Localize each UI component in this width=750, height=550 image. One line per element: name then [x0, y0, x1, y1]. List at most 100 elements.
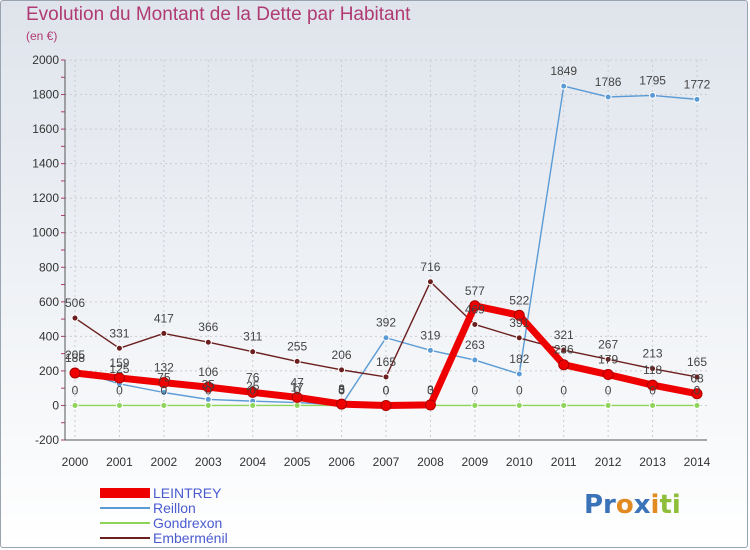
data-point — [649, 365, 657, 373]
legend-item: Emberménil — [100, 530, 340, 546]
data-label: 0 — [472, 383, 479, 397]
data-label: 118 — [643, 363, 662, 377]
data-point — [293, 401, 301, 409]
data-label: 366 — [198, 320, 218, 334]
data-label: 68 — [690, 372, 704, 386]
data-label: 311 — [243, 330, 262, 344]
data-label: 0 — [205, 383, 212, 397]
data-label: 0 — [161, 383, 168, 397]
data-label: 267 — [598, 337, 618, 351]
y-tick-label: 2000 — [32, 53, 59, 67]
data-label: 469 — [465, 302, 485, 316]
chart-subtitle: (en €) — [26, 29, 58, 43]
y-tick-label: 200 — [39, 364, 59, 378]
legend-swatch — [100, 537, 150, 539]
x-tick-label: 2006 — [328, 455, 355, 469]
data-label: 125 — [109, 362, 129, 376]
data-point — [604, 401, 612, 409]
data-point — [380, 399, 392, 411]
data-point — [382, 373, 390, 381]
data-point — [471, 320, 479, 328]
legend-swatch — [100, 507, 150, 509]
legend-swatch — [100, 488, 150, 498]
data-label: 25 — [246, 379, 260, 393]
data-point — [515, 334, 523, 342]
data-label: 132 — [154, 361, 174, 375]
x-tick-label: 2003 — [195, 455, 222, 469]
data-point — [471, 356, 479, 364]
data-label: 17 — [290, 381, 304, 395]
data-label: 0 — [383, 383, 390, 397]
legend-item: Reillon — [100, 500, 340, 516]
x-tick-label: 2000 — [62, 455, 89, 469]
data-label: 0 — [294, 383, 301, 397]
data-point — [71, 401, 79, 409]
data-label: 0 — [605, 383, 612, 397]
data-label: 716 — [420, 260, 440, 274]
data-point — [693, 95, 701, 103]
x-tick-label: 2009 — [462, 455, 489, 469]
y-tick-label: 1200 — [32, 191, 59, 205]
x-tick-label: 2014 — [684, 455, 711, 469]
data-label: 179 — [598, 353, 618, 367]
data-label: 321 — [554, 328, 574, 342]
x-tick-label: 2010 — [506, 455, 533, 469]
x-tick-label: 2001 — [106, 455, 133, 469]
data-label: 75 — [157, 371, 171, 385]
data-point — [249, 348, 257, 356]
data-point — [515, 370, 523, 378]
data-point — [382, 334, 390, 342]
data-label: 0 — [427, 383, 434, 397]
y-tick-label: 1000 — [32, 226, 59, 240]
data-point — [336, 398, 348, 410]
data-label: 165 — [687, 355, 707, 369]
data-label: 0 — [338, 383, 345, 397]
legend-swatch — [100, 522, 150, 524]
series-lines — [69, 82, 703, 411]
data-label: 331 — [109, 326, 129, 340]
data-point — [560, 401, 568, 409]
y-tick-label: 0 — [52, 398, 59, 412]
data-point — [202, 381, 214, 393]
legend-label: Gondrexon — [153, 515, 223, 531]
x-tick-label: 2013 — [639, 455, 666, 469]
data-point — [693, 401, 701, 409]
y-tick-label: 600 — [39, 295, 59, 309]
data-label: 106 — [198, 365, 218, 379]
data-point — [691, 388, 703, 400]
data-point — [513, 309, 525, 321]
y-tick-label: 400 — [39, 329, 59, 343]
data-point — [69, 367, 81, 379]
x-tick-label: 2005 — [284, 455, 311, 469]
x-tick-label: 2012 — [595, 455, 622, 469]
legend-label: Reillon — [153, 500, 196, 516]
data-point — [426, 278, 434, 286]
data-label: 182 — [509, 352, 529, 366]
data-label: 1795 — [639, 73, 666, 87]
data-labels: 506 331 417 366 311 255 206 165 716 469 391 321 267 2… — [65, 64, 711, 397]
data-point — [558, 359, 570, 371]
data-label: 8 — [338, 382, 345, 396]
legend-item: Gondrexon — [100, 515, 340, 531]
data-label: 0 — [116, 383, 123, 397]
data-point — [293, 357, 301, 365]
data-label: 255 — [287, 339, 307, 353]
data-label: 319 — [420, 328, 440, 342]
data-point — [338, 366, 346, 374]
axes: -200020040060080010001200140016001800200… — [32, 53, 710, 469]
data-point — [649, 401, 657, 409]
x-tick-label: 2004 — [239, 455, 266, 469]
data-point — [71, 314, 79, 322]
data-label: 0 — [383, 383, 390, 397]
data-point — [602, 369, 614, 381]
data-point — [424, 399, 436, 411]
data-point — [649, 91, 657, 99]
data-point — [115, 401, 123, 409]
data-point — [604, 93, 612, 101]
data-point — [247, 386, 259, 398]
data-point — [693, 373, 701, 381]
data-point — [604, 355, 612, 363]
data-point — [113, 372, 125, 384]
data-point — [115, 344, 123, 352]
